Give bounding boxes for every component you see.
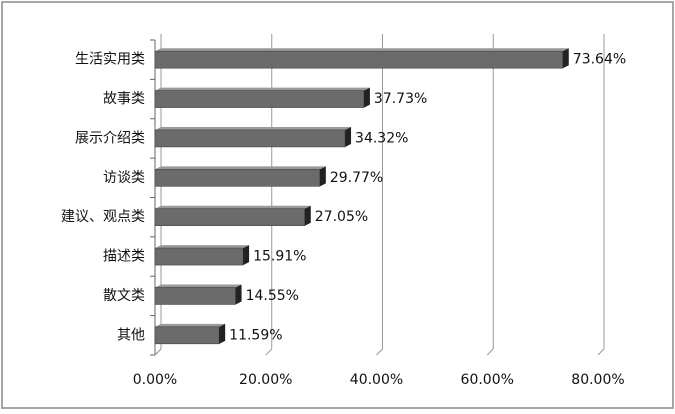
- y-tick-label: 建议、观点类: [61, 209, 145, 225]
- y-tick-label: 故事类: [103, 91, 145, 107]
- data-label: 73.64%: [573, 52, 626, 68]
- y-tick-label: 生活实用类: [75, 52, 145, 68]
- grid-line: [376, 348, 383, 356]
- data-label: 34.32%: [355, 130, 408, 146]
- bar: [154, 287, 236, 305]
- bar-end: [243, 245, 250, 266]
- data-label: 27.05%: [315, 209, 368, 225]
- y-tick-label: 其他: [117, 327, 145, 343]
- y-tick-label: 展示介绍类: [75, 130, 145, 146]
- bar-end: [345, 126, 352, 147]
- bar-top: [155, 205, 311, 209]
- bar-end: [304, 205, 311, 226]
- bar-top: [155, 48, 569, 52]
- data-label: 37.73%: [374, 91, 427, 107]
- bar-end: [235, 284, 242, 305]
- bar-top: [155, 87, 370, 91]
- bar: [154, 169, 321, 187]
- grid-line: [597, 348, 605, 356]
- bar-end: [363, 87, 370, 108]
- bar-end: [562, 48, 569, 69]
- x-tick-label: 40.00%: [350, 372, 403, 388]
- bar-end: [319, 166, 326, 187]
- bar: [154, 90, 365, 108]
- data-label: 14.55%: [246, 288, 299, 304]
- grid-line: [154, 348, 162, 356]
- bar: [154, 129, 346, 148]
- y-tick-label: 访谈类: [103, 170, 145, 186]
- bar-top: [155, 166, 326, 170]
- grid-line: [265, 348, 273, 356]
- x-tick-label: 0.00%: [133, 372, 177, 388]
- y-tick-label: 散文类: [103, 288, 145, 304]
- bar-top: [155, 245, 250, 249]
- y-tick-label: 描述类: [103, 249, 145, 265]
- bar-end: [219, 323, 226, 344]
- bar-top: [155, 126, 352, 130]
- x-tick-label: 60.00%: [461, 372, 514, 388]
- data-label: 15.91%: [253, 249, 306, 265]
- bar: [154, 208, 306, 226]
- bar: [154, 50, 564, 69]
- x-tick-label: 80.00%: [571, 372, 624, 388]
- bar: [154, 326, 220, 345]
- bar-top: [155, 284, 242, 288]
- bar: [154, 247, 244, 266]
- grid-line: [486, 348, 494, 356]
- data-label: 11.59%: [229, 327, 282, 343]
- x-tick-label: 20.00%: [239, 372, 292, 388]
- bar-top: [155, 323, 226, 327]
- data-label: 29.77%: [330, 170, 383, 186]
